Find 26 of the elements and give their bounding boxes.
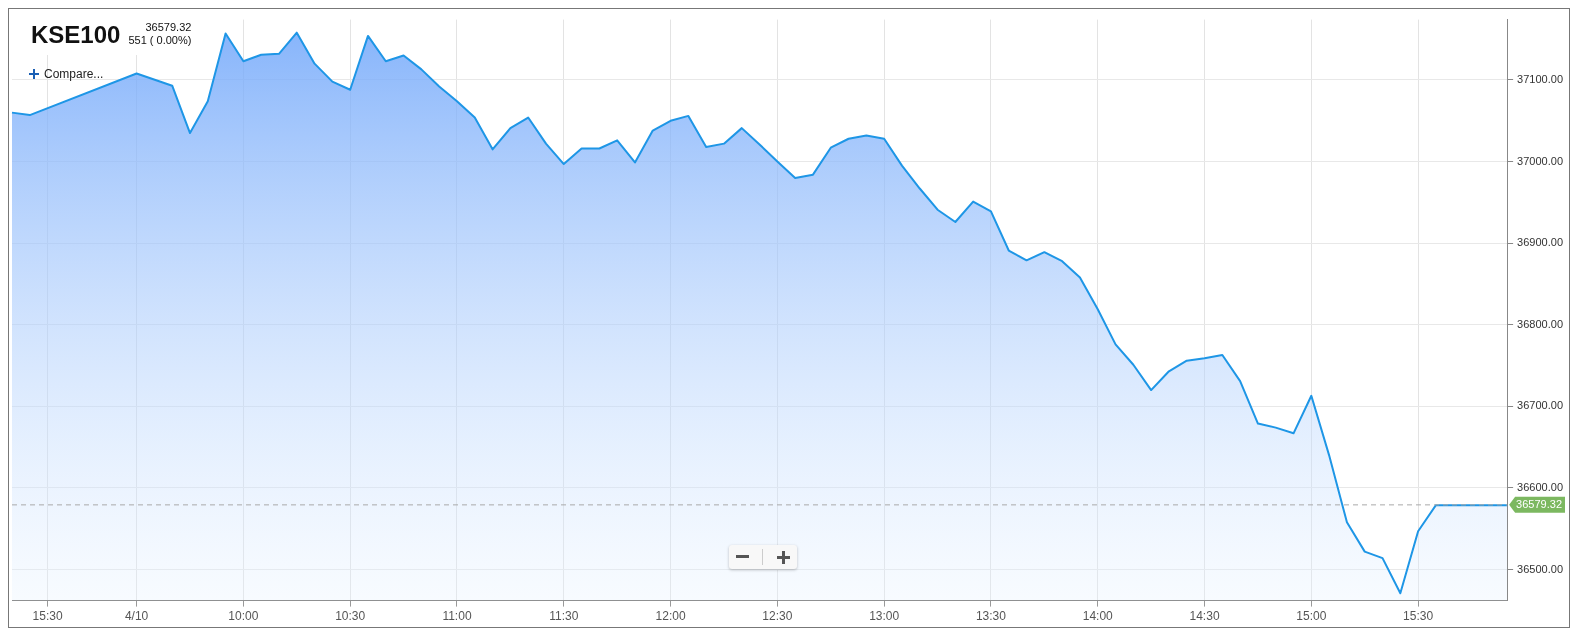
x-tick-label: 15:30 <box>1403 609 1434 624</box>
x-tick-label: 15:30 <box>32 609 63 624</box>
y-tick-label: 36800.00 <box>1517 317 1564 330</box>
y-tick-label: 36500.00 <box>1517 562 1564 575</box>
x-tick-label: 13:00 <box>869 609 900 624</box>
y-tick-label: 37100.00 <box>1517 73 1564 86</box>
x-tick-label: 14:30 <box>1189 609 1220 624</box>
chart-title: KSE100 <box>31 21 121 49</box>
x-tick-label: 10:00 <box>228 609 259 624</box>
annotation: 551 ( 0.00%) <box>128 34 192 47</box>
annotation: Compare... <box>44 67 104 81</box>
x-tick-label: 11:00 <box>442 609 472 624</box>
x-tick-label: 10:30 <box>335 609 366 624</box>
y-tick-label: 36600.00 <box>1517 481 1564 494</box>
y-tick-label: 36900.00 <box>1517 236 1564 249</box>
x-tick-label: 12:00 <box>655 609 686 624</box>
x-tick-label: 12:30 <box>762 609 793 624</box>
y-tick-label: 36700.00 <box>1517 399 1564 412</box>
x-tick-label: 15:00 <box>1296 609 1327 624</box>
y-tick-label: 37000.00 <box>1517 154 1564 167</box>
x-tick-label: 11:30 <box>549 609 579 624</box>
x-tick-label: 14:00 <box>1082 609 1114 624</box>
annotation: 36579.32 <box>144 21 192 34</box>
x-tick-label: 4/10 <box>124 609 149 624</box>
x-tick-label: 13:30 <box>975 609 1007 624</box>
ref-line-label: 36579.32 <box>1516 497 1563 510</box>
